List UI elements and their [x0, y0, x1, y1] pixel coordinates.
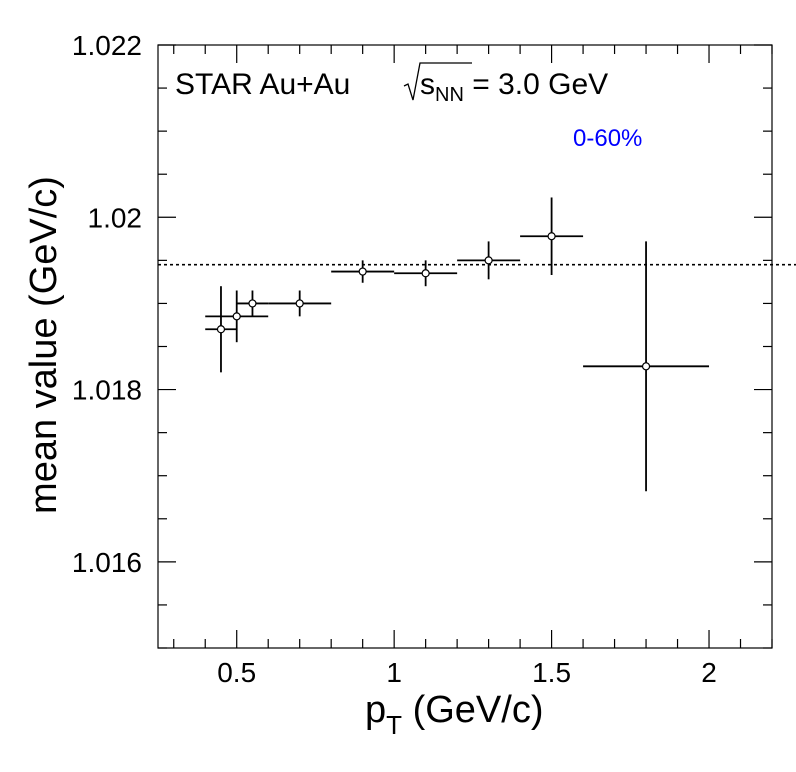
data-point [268, 290, 332, 317]
x-tick-label: 1.5 [532, 657, 571, 688]
x-axis-symbol: p [365, 689, 386, 731]
y-tick-label: 1.022 [72, 30, 142, 61]
y-axis-title: mean value (GeV/c) [23, 176, 65, 514]
point-marker [547, 232, 556, 241]
data-point [394, 260, 458, 287]
data-point [331, 260, 395, 283]
plot-frame [157, 44, 773, 649]
x-axis-unit: (GeV/c) [402, 689, 543, 731]
experiment-label: STAR Au+Au [175, 68, 350, 101]
x-tick-label: 1 [386, 657, 402, 688]
y-tick-label: 1.018 [72, 375, 142, 406]
y-tick-label: 1.016 [72, 547, 142, 578]
data-point [236, 290, 269, 317]
point-marker [216, 325, 226, 334]
point-marker [641, 362, 651, 371]
svg-text:sNN = 3.0 GeV: sNN = 3.0 GeV [420, 68, 608, 106]
data-point [583, 241, 710, 492]
x-axis-title: pT (GeV/c) [365, 689, 544, 740]
tick-labels: 0.5 1 1.5 2 1.016 1.018 1.02 1.022 [72, 30, 717, 688]
x-tick-label: 0.5 [217, 657, 256, 688]
point-marker [232, 312, 241, 321]
point-marker [358, 267, 367, 276]
data-point [205, 290, 269, 343]
energy-subscript: NN [435, 84, 464, 106]
point-marker [484, 256, 493, 265]
x-tick-label: 2 [701, 657, 717, 688]
point-marker [248, 299, 257, 308]
data-point [457, 241, 521, 280]
sqrt-symbol [403, 62, 472, 101]
energy-symbol: s [420, 68, 435, 101]
x-axis-subscript: T [386, 710, 402, 740]
energy-label: sNN = 3.0 GeV [403, 62, 608, 106]
data-points [205, 197, 710, 492]
point-marker [295, 299, 304, 308]
centrality-label: 0-60% [573, 125, 642, 152]
axis-ticks [158, 44, 773, 649]
point-marker [421, 269, 430, 278]
data-point [205, 286, 237, 373]
data-point [520, 197, 584, 276]
energy-value: = 3.0 GeV [464, 68, 608, 101]
y-tick-label: 1.02 [88, 202, 143, 233]
